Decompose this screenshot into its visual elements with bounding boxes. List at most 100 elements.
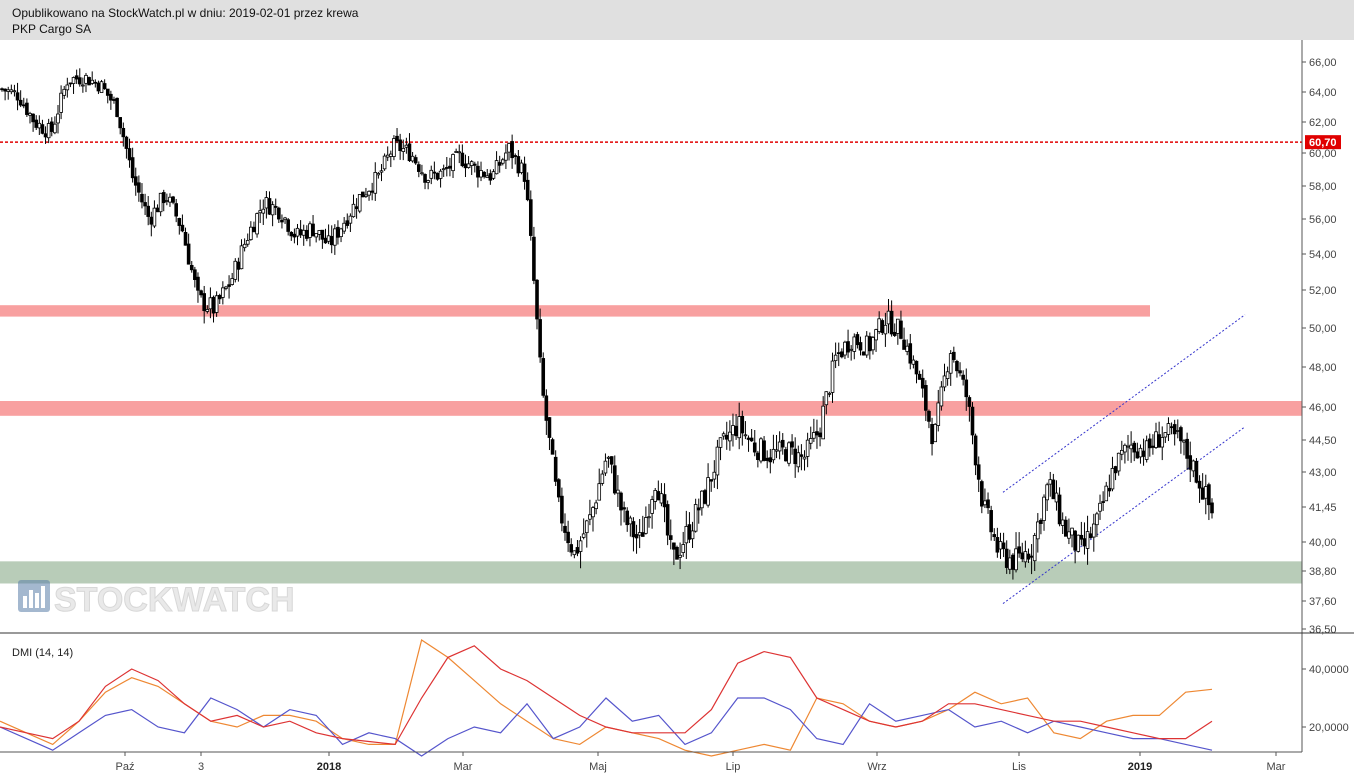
candle-body-down [930, 424, 934, 445]
candle [550, 437, 555, 455]
candle-body-up [1095, 513, 1099, 526]
candle-body-down [43, 133, 48, 138]
candle-body-down [560, 495, 564, 524]
candle [896, 318, 900, 345]
candle-body-up [653, 490, 658, 502]
candle [326, 224, 331, 245]
candle-body-up [896, 318, 900, 334]
candle [109, 90, 113, 110]
candle-body-down [924, 385, 928, 411]
candle-body-up [690, 530, 695, 540]
candle-body-up [28, 113, 32, 116]
candle-body-down [575, 547, 580, 554]
candle-body-down [622, 507, 626, 510]
candle-body-down [902, 339, 906, 350]
candle [382, 153, 387, 171]
candle [348, 213, 353, 233]
candle [339, 227, 343, 243]
candle [1151, 434, 1155, 455]
candle-body-down [146, 205, 150, 217]
candle-body-down [665, 504, 670, 536]
candle-body-up [802, 456, 807, 460]
candle [457, 144, 462, 164]
candle [264, 190, 269, 219]
candle [463, 154, 468, 178]
candle-body-down [553, 456, 558, 482]
candle-body-down [1188, 455, 1193, 470]
candle-body-down [656, 491, 661, 501]
candle-body-up [342, 222, 346, 232]
candle [659, 483, 664, 507]
candle [99, 79, 104, 93]
candle [435, 172, 440, 181]
candle-body-down [1172, 424, 1177, 435]
candle [93, 79, 98, 88]
candle-body-down [1026, 553, 1031, 560]
candle-body-up [1126, 445, 1130, 448]
candle-body-up [239, 245, 244, 270]
candle [784, 446, 788, 462]
candle-body-up [441, 168, 446, 171]
candle-body-up [616, 489, 620, 494]
candle-body-down [87, 77, 91, 86]
candle-body-up [12, 90, 17, 93]
candle [224, 285, 228, 291]
candle-body-up [588, 514, 592, 520]
candle-body-up [864, 335, 869, 356]
candle-body-down [619, 492, 623, 511]
candle [476, 161, 480, 188]
candle [43, 126, 48, 144]
candle [684, 510, 689, 560]
candle-body-down [143, 202, 147, 207]
candle-body-down [784, 449, 788, 462]
candle-body-down [1073, 530, 1077, 551]
candle [1091, 513, 1096, 552]
candle [939, 381, 944, 411]
candle-body-up [603, 460, 608, 474]
candle-body-up [693, 504, 698, 532]
candle [1101, 491, 1105, 511]
candle-body-down [973, 435, 978, 466]
candle-body-up [998, 541, 1003, 550]
candle [81, 77, 85, 93]
candle [370, 182, 374, 201]
candle-body-down [528, 199, 533, 236]
y-tick-label: 52,00 [1309, 285, 1337, 297]
candle [361, 191, 365, 198]
candle-body-down [286, 219, 290, 232]
candle-body-down [640, 532, 645, 537]
candle-body-down [267, 198, 272, 215]
candle [861, 351, 866, 356]
candle [945, 366, 950, 386]
candle [662, 483, 667, 523]
candle-body-down [482, 171, 486, 177]
candle-body-up [942, 375, 947, 388]
candle-body-down [236, 261, 241, 270]
candle [1020, 542, 1025, 563]
candle-body-down [1157, 434, 1161, 448]
candle [752, 430, 757, 457]
candle-body-down [460, 152, 465, 167]
candle [647, 503, 651, 528]
candle-body-down [1107, 487, 1112, 492]
candle [656, 480, 661, 501]
candle-body-up [1045, 484, 1049, 501]
candle-body-down [323, 237, 328, 244]
candle-body-down [858, 342, 863, 351]
candle-body-down [417, 164, 421, 172]
candle-body-down [793, 448, 797, 465]
candle-body-up [6, 89, 11, 92]
candle-body-down [765, 457, 769, 461]
candle [516, 149, 521, 177]
candle [473, 161, 477, 173]
candle [1203, 474, 1208, 515]
candle [56, 105, 60, 134]
candle-body-down [740, 415, 745, 434]
candle [594, 499, 598, 515]
candle-body-down [513, 155, 518, 157]
candle-body-down [724, 434, 729, 440]
candle-body-down [124, 136, 129, 149]
candle [843, 340, 847, 360]
candle-body-down [1194, 460, 1199, 483]
